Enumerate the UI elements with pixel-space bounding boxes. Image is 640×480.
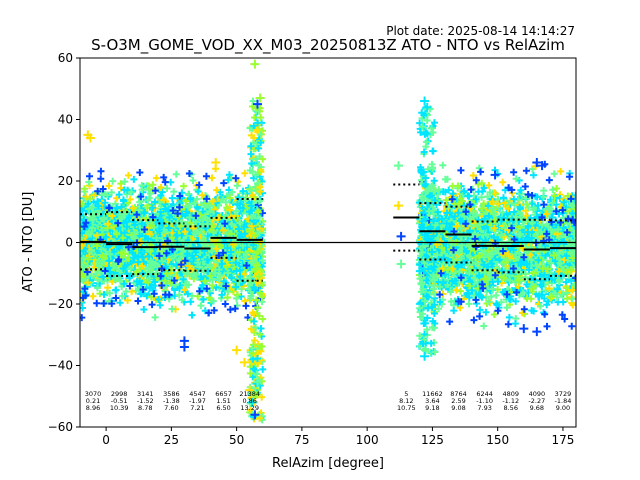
scatter-point xyxy=(82,193,90,201)
scatter-point xyxy=(124,171,132,179)
scatter-point xyxy=(194,188,202,196)
scatter-point xyxy=(170,188,178,196)
scatter-point xyxy=(168,305,176,313)
scatter-point xyxy=(188,292,196,300)
scatter-point xyxy=(89,292,97,300)
scatter-point xyxy=(511,320,519,328)
scatter-point xyxy=(465,300,473,308)
scatter-point xyxy=(163,184,171,192)
scatter-point xyxy=(188,311,196,319)
scatter-point xyxy=(97,175,105,183)
scatter-point xyxy=(234,291,242,299)
scatter-point xyxy=(86,172,94,180)
scatter-point xyxy=(193,203,201,211)
scatter-point xyxy=(505,313,513,321)
scatter-point xyxy=(134,297,142,305)
scatter-point xyxy=(136,198,144,206)
scatter-point xyxy=(439,161,447,169)
scatter-point xyxy=(86,195,94,203)
scatter-point xyxy=(480,322,488,330)
scatter-point xyxy=(151,313,159,321)
scatter-point xyxy=(476,306,484,314)
scatter-point xyxy=(530,171,538,179)
scatter-point xyxy=(233,182,241,190)
scatter-point xyxy=(124,296,132,304)
scatter-point xyxy=(180,182,188,190)
scatter-point xyxy=(158,188,166,196)
scatter-point xyxy=(457,287,465,295)
plot-date: Plot date: 2025-08-14 14:14:27 xyxy=(386,24,575,38)
scatter-point xyxy=(490,311,498,319)
scatter-point xyxy=(517,186,525,194)
scatter-point xyxy=(185,281,193,289)
scatter-point xyxy=(115,191,123,199)
scatter-point xyxy=(122,288,130,296)
scatter-point xyxy=(144,278,152,286)
scatter-point xyxy=(175,291,183,299)
scatter-point xyxy=(168,194,176,202)
scatter-point xyxy=(120,280,128,288)
scatter-point xyxy=(109,177,117,185)
scatter-point xyxy=(89,203,97,211)
scatter-point xyxy=(152,174,160,182)
scatter-point xyxy=(213,186,221,194)
scatter-point xyxy=(482,308,490,316)
scatter-point xyxy=(237,292,245,300)
scatter-point xyxy=(136,168,144,176)
scatter-point xyxy=(142,214,150,222)
scatter-point xyxy=(242,302,250,310)
scatter-point xyxy=(108,189,116,197)
scatter-point xyxy=(80,314,86,322)
scatter-point xyxy=(130,175,138,183)
scatter-point xyxy=(208,174,216,182)
scatter-point xyxy=(475,164,483,172)
scatter-point xyxy=(499,178,507,186)
scatter-point xyxy=(450,307,458,315)
scatter-point xyxy=(178,296,186,304)
scatter-point xyxy=(93,284,101,292)
scatter-point xyxy=(540,187,548,195)
scatter-point xyxy=(172,170,180,178)
scatter-point xyxy=(100,291,108,299)
scatter-point xyxy=(140,306,148,314)
scatter-point xyxy=(118,292,126,300)
scatter-point xyxy=(189,177,197,185)
scatter-point xyxy=(93,299,101,307)
scatter-point xyxy=(187,298,195,306)
scatter-point xyxy=(197,302,205,310)
scatter-point xyxy=(106,289,114,297)
scatter-point xyxy=(216,188,224,196)
scatter-point xyxy=(104,284,112,292)
scatter-point xyxy=(221,300,229,308)
scatter-points xyxy=(80,59,576,424)
scatter-point xyxy=(189,224,197,232)
scatter-point xyxy=(492,291,500,299)
scatter-point xyxy=(550,170,558,178)
scatter-point xyxy=(116,299,124,307)
scatter-point xyxy=(148,301,156,309)
scatter-point xyxy=(194,292,202,300)
scatter-point xyxy=(110,222,118,230)
scatter-point xyxy=(553,184,561,192)
scatter-point xyxy=(113,194,121,202)
scatter-point xyxy=(557,167,565,175)
scatter-point xyxy=(97,167,105,175)
chart-title: S-O3M_GOME_VOD_XX_M03_20250813Z ATO - NT… xyxy=(91,36,565,55)
scatter-point xyxy=(146,284,154,292)
scatter-point xyxy=(241,169,249,177)
scatter-point xyxy=(179,275,187,283)
scatter-point xyxy=(105,182,113,190)
